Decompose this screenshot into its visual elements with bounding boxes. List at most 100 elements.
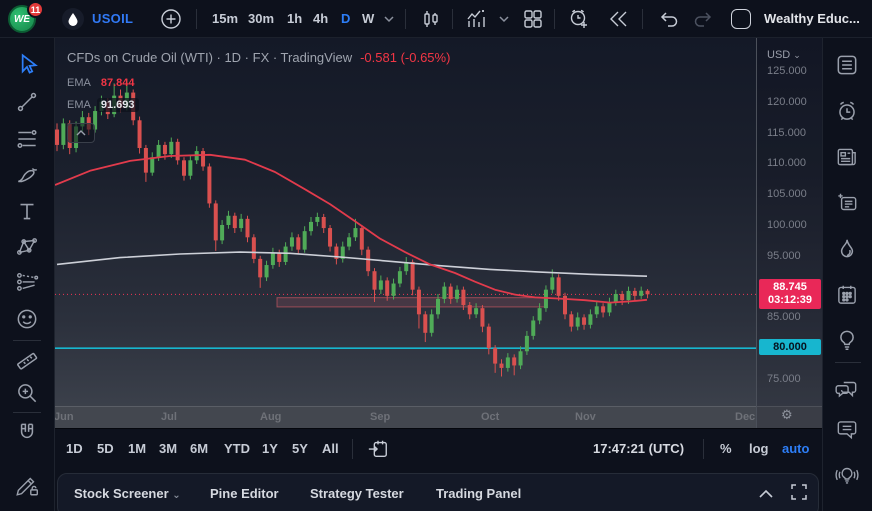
timeframe-chevron-down-icon[interactable] [383, 15, 395, 23]
watchlist-icon[interactable] [834, 52, 860, 78]
auto-scale-button[interactable]: auto [782, 441, 810, 456]
time-axis-label: Oct [481, 411, 500, 423]
time-axis[interactable]: Jun Jul Aug Sep Oct Nov Dec [54, 406, 822, 428]
price-tick-label: 110.000 [767, 157, 806, 170]
fib-retracement-icon[interactable] [14, 126, 40, 152]
candle-body [321, 216, 326, 229]
candle-body [550, 277, 555, 290]
emoji-icon[interactable] [14, 306, 40, 332]
range-3m[interactable]: 3M [159, 441, 178, 456]
hotlists-icon[interactable] [834, 236, 860, 262]
chart-title[interactable]: CFDs on Crude Oil (WTI) · 1D · FX · Trad… [67, 50, 451, 65]
candle-body [436, 298, 440, 315]
account-name[interactable]: Wealthy Educ... [764, 11, 860, 26]
indicators-chevron-down-icon[interactable] [498, 15, 510, 23]
ruler-icon[interactable] [14, 348, 40, 374]
range-1d[interactable]: 1D [66, 441, 83, 456]
price-tick-label: 120.000 [767, 95, 807, 108]
ema-fast-line [55, 153, 648, 304]
panel-fullscreen-icon[interactable] [790, 483, 808, 504]
bar-countdown: 03:12:39 [767, 294, 813, 307]
legend-collapse-button[interactable] [67, 123, 95, 143]
last-price: 88.745 [773, 281, 807, 294]
price-axis[interactable]: USD ⌄ 125.000 120.000 115.000 110.000 105.00… [756, 38, 822, 428]
news-icon[interactable] [834, 144, 860, 170]
zoom-in-icon[interactable] [14, 380, 40, 406]
timeframe-4h[interactable]: 4h [313, 11, 329, 26]
range-all[interactable]: All [322, 441, 339, 456]
cursor-icon[interactable] [14, 52, 40, 78]
redo-icon[interactable] [691, 9, 715, 29]
compare-add-icon[interactable] [160, 8, 182, 30]
data-window-icon[interactable] [834, 190, 860, 216]
candle-body [296, 237, 301, 250]
right-sidebar [822, 38, 872, 511]
axis-settings-gear-icon[interactable]: ⚙ [781, 407, 793, 422]
range-1y[interactable]: 1Y [262, 441, 278, 456]
text-tool-icon[interactable] [14, 198, 40, 224]
timeframe-30m[interactable]: 30m [248, 11, 275, 26]
chart-style-candles-icon[interactable] [419, 7, 443, 31]
bar-replay-icon[interactable] [607, 8, 631, 30]
trend-line-icon[interactable] [14, 89, 40, 115]
tab-pine-editor[interactable]: Pine Editor [210, 486, 279, 501]
range-ytd[interactable]: YTD [224, 441, 250, 456]
ema-slow-legend[interactable]: EMA 91.693 [67, 98, 139, 112]
candle-body [378, 280, 383, 290]
range-5d[interactable]: 5D [97, 441, 114, 456]
tab-trading-panel[interactable]: Trading Panel [436, 486, 522, 501]
chart-pane[interactable]: CFDs on Crude Oil (WTI) · 1D · FX · Trad… [54, 38, 822, 428]
ema-label: EMA [67, 99, 91, 111]
candle-body [277, 252, 282, 262]
timeframe-1h[interactable]: 1h [287, 11, 303, 26]
go-to-date-icon[interactable] [367, 438, 389, 463]
candle-body [620, 293, 625, 301]
range-6m[interactable]: 6M [190, 441, 209, 456]
clock[interactable]: 17:47:21 (UTC) [593, 441, 685, 456]
percent-scale-button[interactable]: % [720, 441, 732, 456]
candlestick-chart[interactable] [55, 38, 756, 406]
range-5y[interactable]: 5Y [292, 441, 308, 456]
timeframe-15m[interactable]: 15m [212, 11, 239, 26]
drawing-lock-icon[interactable] [14, 472, 40, 498]
panel-collapse-chevron-icon[interactable] [758, 487, 774, 502]
timeframe-1w[interactable]: W [362, 11, 375, 26]
candle-body [480, 308, 485, 327]
range-1m[interactable]: 1M [128, 441, 147, 456]
candle-body [391, 283, 396, 296]
candle-body [251, 237, 256, 259]
public-chat-icon[interactable] [834, 376, 860, 402]
ema-fast-legend[interactable]: EMA 87.844 [67, 77, 139, 89]
private-chat-icon[interactable] [834, 416, 860, 442]
divider [703, 439, 704, 459]
candle-body [613, 293, 618, 302]
price-tick-label: 85.000 [767, 311, 801, 324]
indicators-icon[interactable] [464, 7, 488, 31]
candle-body [207, 166, 212, 204]
log-scale-button[interactable]: log [749, 441, 769, 456]
timeframe-1d[interactable]: D [341, 11, 351, 26]
layout-grid-icon[interactable] [521, 7, 545, 31]
alert-add-icon[interactable] [567, 7, 591, 31]
magnet-icon[interactable] [14, 420, 40, 446]
currency-label[interactable]: USD ⌄ [767, 49, 801, 61]
symbol-name[interactable]: USOIL [92, 11, 134, 26]
tab-strategy-tester[interactable]: Strategy Tester [310, 486, 404, 501]
candle-body [347, 237, 352, 247]
time-axis-label: Nov [575, 411, 596, 423]
account-checkbox[interactable] [731, 9, 751, 29]
streams-icon[interactable] [834, 462, 860, 488]
candle-body [455, 289, 460, 299]
undo-icon[interactable] [657, 9, 681, 29]
forecast-tool-icon[interactable] [14, 270, 40, 296]
ideas-icon[interactable] [834, 327, 860, 353]
xabcd-pattern-icon[interactable] [14, 234, 40, 260]
price-range-box [276, 297, 548, 308]
candle-body [410, 261, 415, 290]
candle-body [245, 218, 250, 238]
brush-icon[interactable] [14, 162, 40, 188]
calendar-icon[interactable] [834, 282, 860, 308]
alerts-icon[interactable] [834, 98, 860, 124]
candle-body [537, 308, 542, 321]
tab-stock-screener[interactable]: Stock Screener ⌄ [74, 486, 181, 501]
